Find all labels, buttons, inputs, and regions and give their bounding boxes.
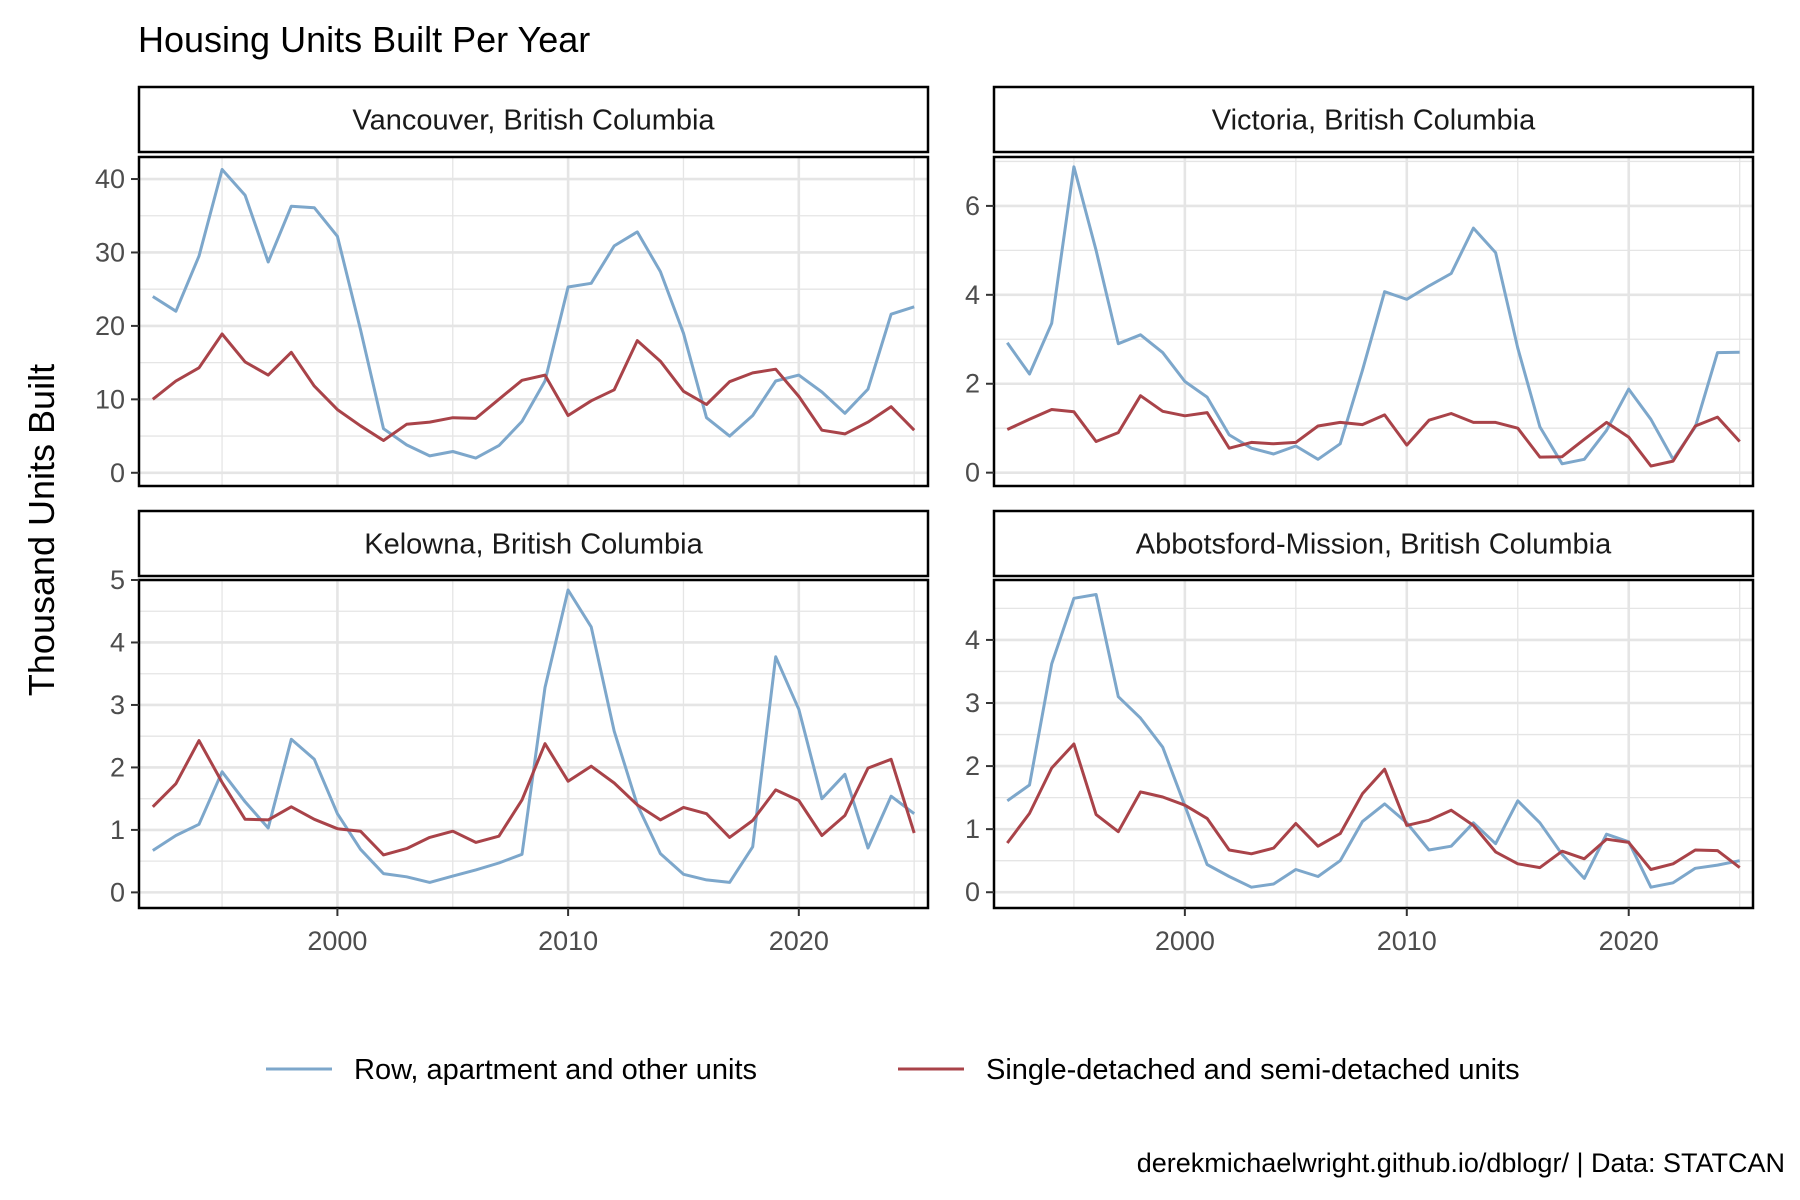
y-tick-label: 4	[110, 627, 125, 657]
panel-border	[137, 155, 930, 488]
facet-panels: Vancouver, British Columbia010203040Vict…	[95, 85, 1755, 956]
facet-panel: Kelowna, British Columbia 0 1 2 3 4 5 2000 2010 2…	[110, 509, 930, 956]
facet-strip	[137, 509, 930, 578]
chart-title: Housing Units Built Per Year	[138, 19, 590, 60]
y-tick-label: 1	[965, 814, 980, 844]
series-line	[151, 739, 916, 857]
facet-strip	[992, 85, 1755, 154]
legend: Row, apartment and other units Single-de…	[266, 1054, 1520, 1086]
x-tick-label: 2010	[1377, 926, 1437, 956]
y-tick-label: 0	[110, 458, 125, 488]
x-tick-label: 2000	[1155, 926, 1215, 956]
y-tick-label: 0	[965, 877, 980, 907]
y-tick-label: 0	[965, 458, 980, 488]
facet-panel: Vancouver, British Columbia 0 10 20 30 40	[95, 85, 930, 488]
y-tick-label: 1	[110, 815, 125, 845]
y-tick-label: 6	[965, 191, 980, 221]
y-tick-label: 5	[110, 565, 125, 595]
panel-border	[992, 155, 1755, 488]
y-tick-label: 2	[110, 752, 125, 782]
y-tick-label: 2	[965, 751, 980, 781]
x-tick-label: 2000	[307, 926, 367, 956]
x-tick-label: 2010	[538, 926, 598, 956]
facet-strip	[137, 85, 930, 154]
panel-border	[992, 578, 1755, 910]
series-line	[1006, 742, 1741, 871]
y-axis-title: Thousand Units Built	[21, 364, 62, 696]
facet-panel: Abbotsford-Mission, British Columbia 0 1 2 3…	[965, 509, 1755, 956]
y-tick-label: 4	[965, 280, 980, 310]
legend-label-single-detached: Single-detached and semi-detached units	[986, 1054, 1520, 1086]
caption: derekmichaelwright.github.io/dblogr/ | D…	[1137, 1148, 1785, 1178]
facet-strip	[992, 509, 1755, 578]
x-tick-label: 2020	[1599, 926, 1659, 956]
series-line	[1006, 165, 1740, 466]
facet-strip-label: Victoria, British Columbia	[1212, 105, 1536, 137]
y-tick-label: 0	[110, 877, 125, 907]
legend-label-row-apartment: Row, apartment and other units	[354, 1054, 757, 1086]
series-line	[151, 332, 916, 442]
y-tick-label: 10	[95, 384, 125, 414]
facet-strip-label: Vancouver, British Columbia	[352, 105, 715, 137]
facet-strip-label: Abbotsford-Mission, British Columbia	[1136, 529, 1612, 561]
y-tick-label: 40	[95, 164, 125, 194]
y-tick-label: 3	[965, 688, 980, 718]
y-tick-label: 30	[95, 237, 125, 267]
y-tick-label: 4	[965, 625, 980, 655]
x-tick-label: 2020	[769, 926, 829, 956]
facet-strip-label: Kelowna, British Columbia	[364, 529, 703, 561]
series-line	[1006, 394, 1741, 468]
y-tick-label: 3	[110, 690, 125, 720]
y-tick-label: 2	[965, 369, 980, 399]
series-line	[1006, 593, 1740, 889]
panel-border	[137, 578, 930, 910]
series-line	[151, 168, 915, 460]
y-tick-label: 20	[95, 311, 125, 341]
facet-panel: Victoria, British Columbia 0 2 4 6	[965, 85, 1755, 488]
